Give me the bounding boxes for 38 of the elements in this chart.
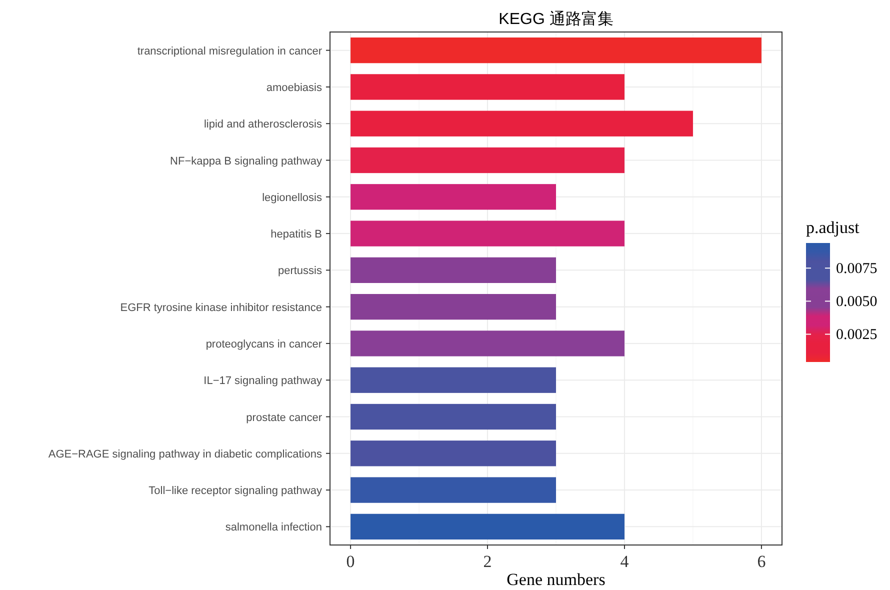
x-tick-label: 6 bbox=[757, 552, 766, 571]
color-bar-label: 0.0050 bbox=[836, 294, 878, 310]
bar bbox=[350, 367, 556, 393]
bar bbox=[350, 294, 556, 320]
y-tick-label: prostate cancer bbox=[246, 412, 322, 424]
color-bar-label: 0.0025 bbox=[836, 327, 878, 344]
x-axis-title: Gene numbers bbox=[506, 570, 606, 589]
y-tick-label: IL−17 signaling pathway bbox=[204, 375, 322, 388]
bar bbox=[350, 440, 556, 466]
y-tick-label: AGE−RAGE signaling pathway in diabetic complications bbox=[48, 448, 322, 460]
bar bbox=[350, 477, 556, 503]
color-bar-title: p.adjust bbox=[806, 218, 860, 237]
y-tick-label: lipid and atherosclerosis bbox=[204, 118, 322, 131]
bar bbox=[350, 184, 556, 210]
y-tick-label: pertussis bbox=[278, 265, 322, 278]
y-tick-label: EGFR tyrosine kinase inhibitor resistance bbox=[120, 302, 322, 314]
y-tick-label: proteoglycans in cancer bbox=[206, 338, 322, 350]
chart-title: KEGG 通路富集 bbox=[498, 10, 614, 28]
x-tick-label: 2 bbox=[483, 552, 492, 571]
y-tick-label: salmonella infection bbox=[225, 522, 322, 534]
bar bbox=[350, 74, 624, 100]
y-tick-label: hepatitis B bbox=[270, 228, 322, 241]
bar bbox=[350, 220, 624, 246]
y-tick-label: amoebiasis bbox=[266, 82, 322, 94]
y-tick-label: legionellosis bbox=[262, 192, 322, 204]
color-bar-label: 0.0075 bbox=[836, 261, 878, 278]
x-tick-label: 0 bbox=[346, 552, 355, 571]
bar bbox=[350, 257, 556, 284]
bar bbox=[350, 110, 693, 136]
y-tick-label: transcriptional misregulation in cancer bbox=[137, 45, 322, 58]
y-tick-label: NF−kappa B signaling pathway bbox=[170, 155, 322, 168]
x-tick-label: 4 bbox=[620, 552, 630, 571]
bar bbox=[350, 147, 624, 174]
bar bbox=[350, 37, 762, 64]
bar bbox=[350, 330, 624, 356]
bar bbox=[350, 404, 556, 430]
y-tick-label: Toll−like receptor signaling pathway bbox=[148, 485, 322, 498]
bar bbox=[350, 514, 624, 540]
